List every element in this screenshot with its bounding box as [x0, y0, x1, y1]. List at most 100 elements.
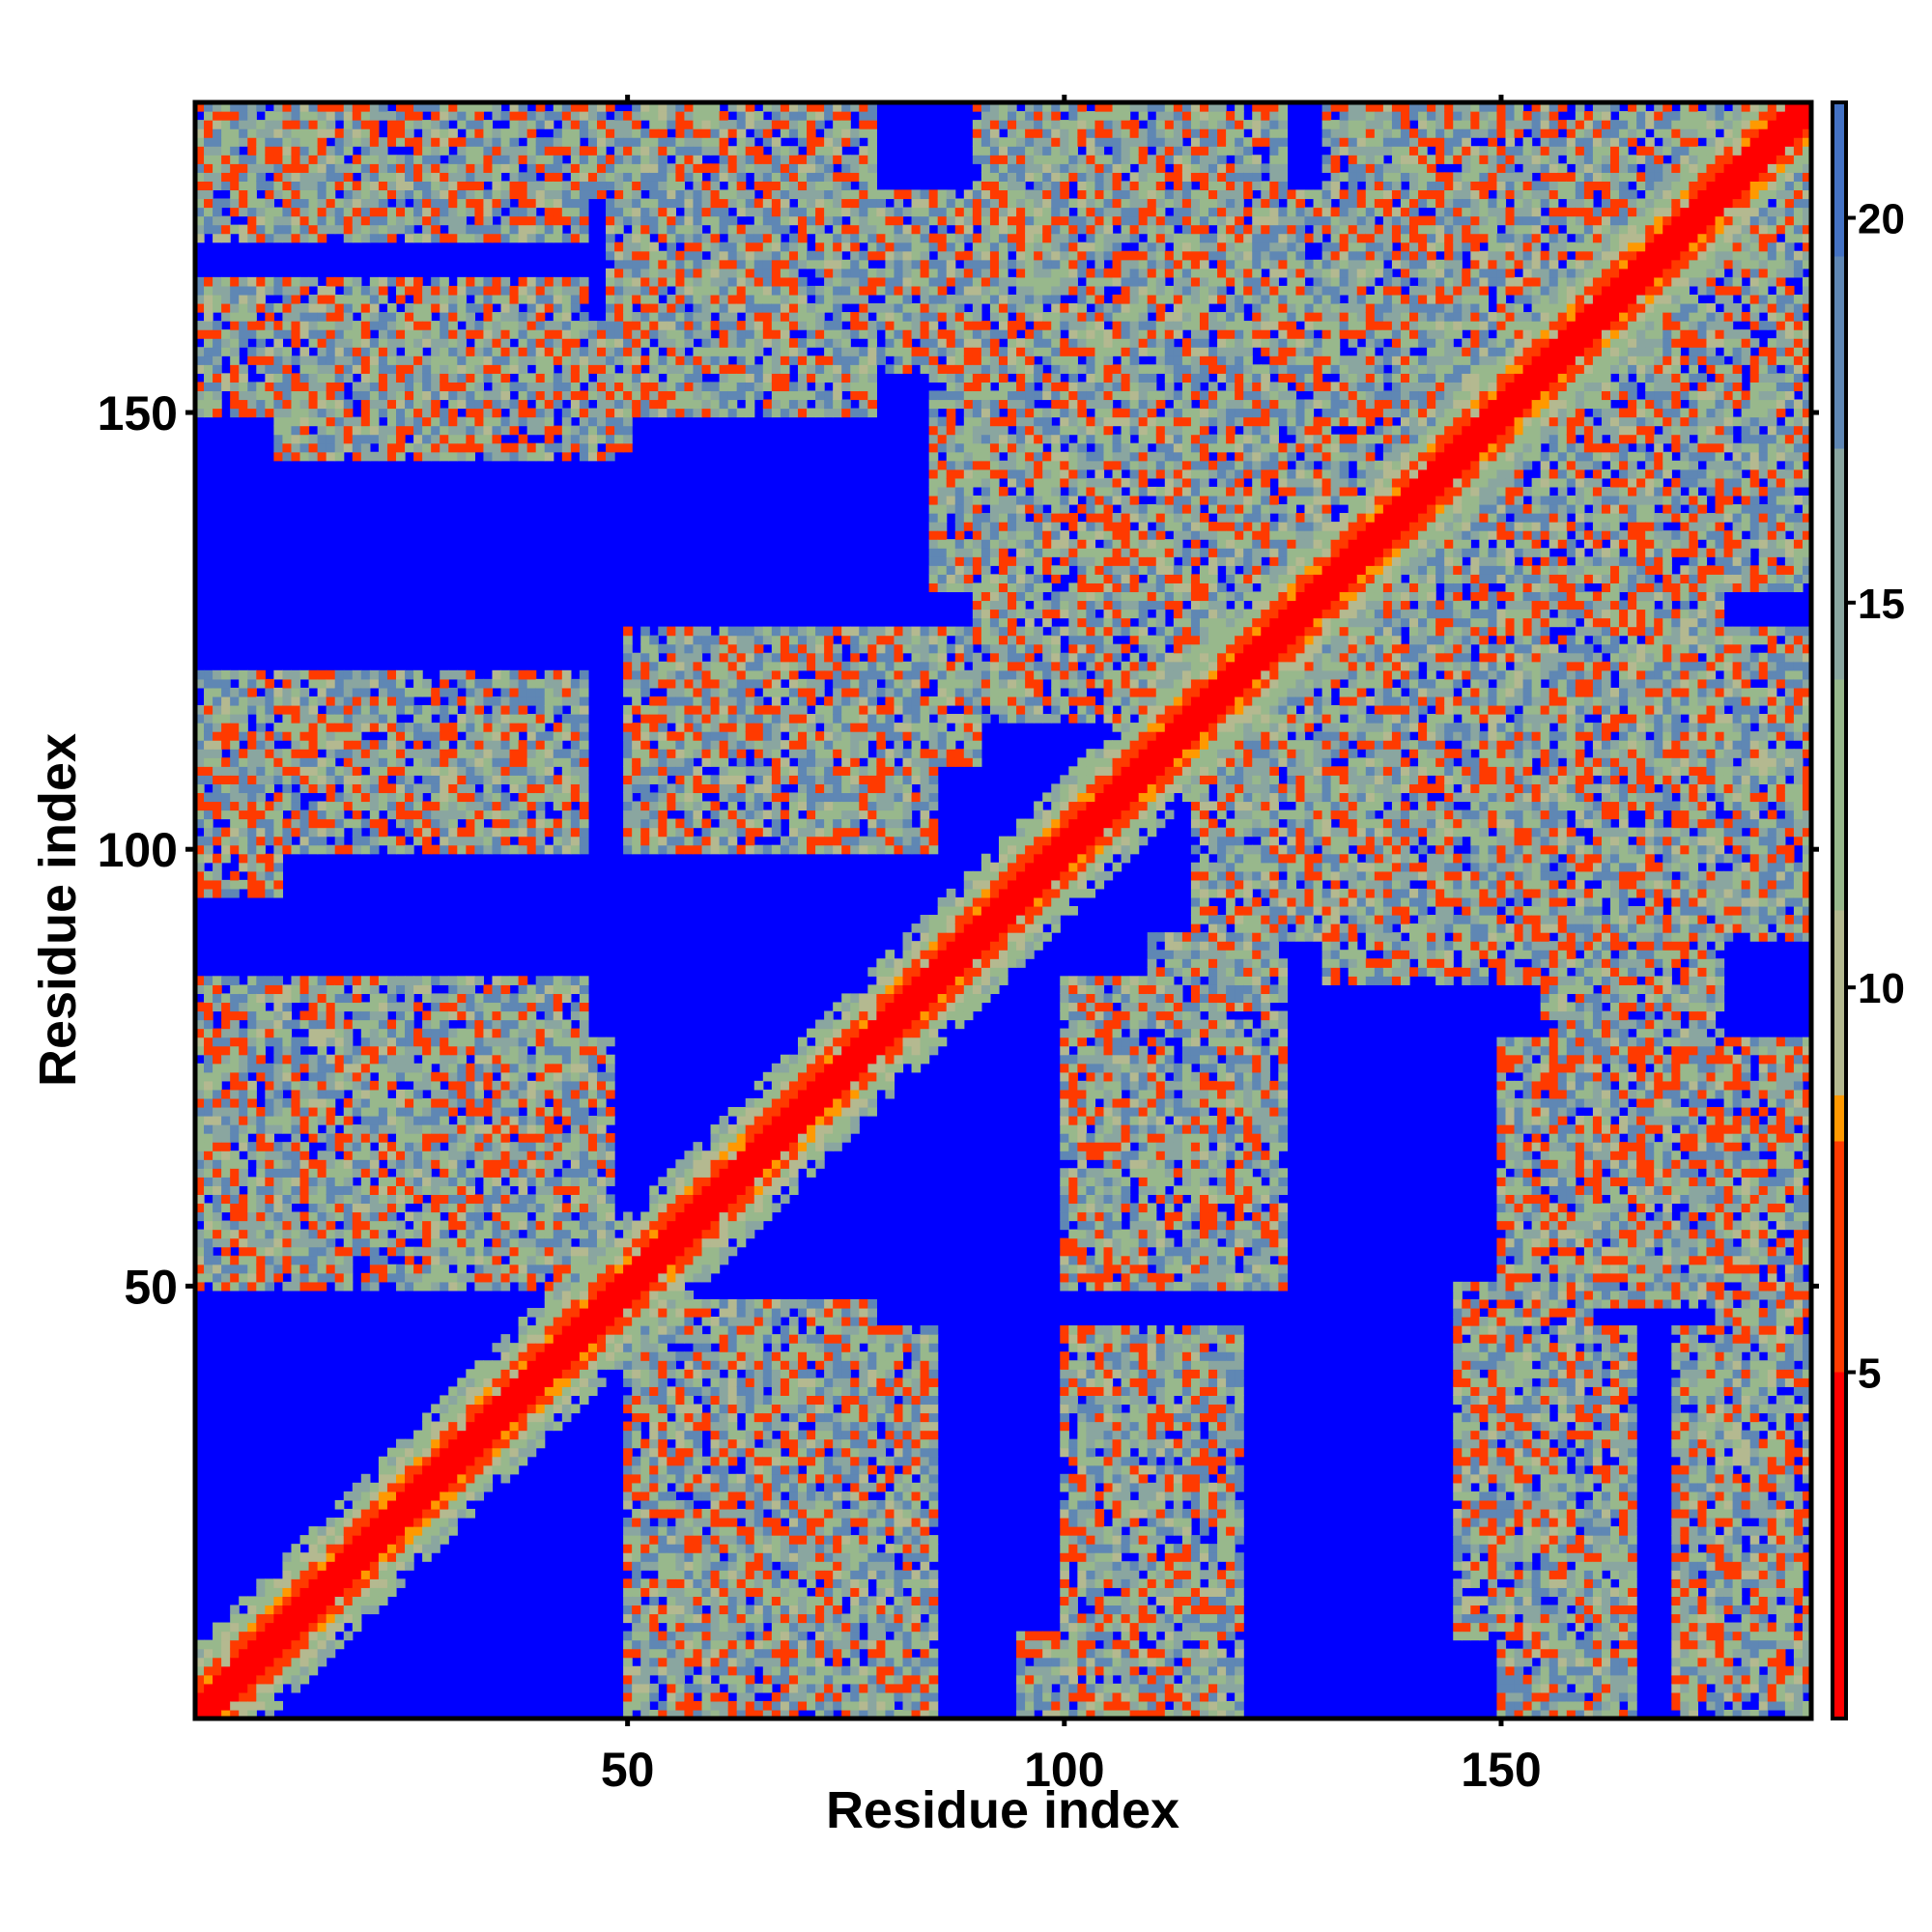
heatmap-cell [247, 276, 257, 287]
heatmap-cell [623, 146, 633, 156]
heatmap-cell [326, 1133, 336, 1143]
heatmap-cell [500, 792, 511, 803]
heatmap-cell [265, 836, 274, 846]
heatmap-cell [352, 1089, 362, 1099]
heatmap-cell [360, 111, 371, 121]
heatmap-cell [273, 1605, 284, 1615]
heatmap-cell [352, 714, 362, 724]
heatmap-cell [299, 1272, 310, 1283]
heatmap-cell [360, 1211, 371, 1222]
heatmap-cell [204, 321, 213, 330]
heatmap-cell [526, 189, 537, 200]
heatmap-cell [247, 1683, 257, 1693]
heatmap-cell [326, 1142, 336, 1151]
heatmap-cell [239, 1028, 248, 1038]
heatmap-cell [334, 714, 345, 724]
heatmap-cell [561, 1054, 572, 1065]
heatmap-cell [334, 1518, 345, 1527]
heatmap-cell [369, 1168, 380, 1178]
heatmap-cell [299, 181, 310, 191]
heatmap-cell [553, 976, 563, 985]
heatmap-cell [308, 1587, 319, 1597]
heatmap-cell [440, 1185, 449, 1195]
heatmap-cell [360, 1071, 371, 1082]
heatmap-cell [500, 1151, 511, 1160]
heatmap-cell [561, 434, 572, 444]
heatmap-cell [247, 181, 257, 191]
heatmap-cell [308, 215, 319, 226]
heatmap-cell [623, 1674, 633, 1685]
heatmap-cell [579, 1220, 589, 1231]
heatmap-cell [518, 312, 528, 322]
heatmap-cell [405, 276, 414, 287]
heatmap-cell [378, 1142, 388, 1151]
heatmap-cell [526, 714, 537, 724]
heatmap-cell [360, 1552, 371, 1562]
heatmap-cell [509, 1002, 520, 1012]
heatmap-cell [273, 844, 284, 855]
heatmap-cell [299, 1657, 310, 1667]
heatmap-cell [614, 1298, 624, 1309]
heatmap-cell [431, 976, 440, 985]
heatmap-cell [448, 399, 458, 410]
heatmap-cell [518, 1159, 528, 1169]
heatmap-cell [239, 844, 248, 855]
heatmap-cell [273, 390, 284, 401]
heatmap-cell [640, 1622, 650, 1633]
heatmap-cell [239, 1596, 248, 1606]
heatmap-cell [500, 740, 511, 750]
heatmap-cell [239, 783, 248, 794]
heatmap-cell [623, 1561, 633, 1571]
heatmap-cell [457, 1168, 467, 1178]
heatmap-cell [509, 1386, 520, 1396]
heatmap-cell [440, 1124, 449, 1134]
heatmap-cell [457, 416, 467, 427]
heatmap-cell [291, 1116, 301, 1125]
heatmap-cell [632, 827, 641, 838]
heatmap-cell [291, 355, 301, 365]
heatmap-cell [448, 1168, 458, 1178]
heatmap-cell [518, 1089, 528, 1099]
heatmap-cell [632, 128, 641, 138]
heatmap-cell [204, 1063, 213, 1073]
heatmap-cell [422, 215, 432, 226]
heatmap-cell [204, 329, 213, 339]
heatmap-cell [431, 740, 440, 750]
heatmap-cell [334, 993, 345, 1004]
heatmap-cell [474, 1080, 485, 1091]
heatmap-cell [282, 215, 293, 226]
heatmap-cell [535, 1255, 546, 1265]
heatmap-cell [291, 1281, 301, 1292]
heatmap-cell [457, 111, 467, 121]
heatmap-cell [448, 818, 458, 829]
heatmap-cell [614, 416, 624, 427]
heatmap-cell [457, 302, 467, 313]
heatmap-cell [378, 1185, 388, 1195]
heatmap-cell [457, 976, 467, 985]
heatmap-cell [273, 302, 284, 313]
heatmap-cell [326, 399, 336, 410]
heatmap-cell [405, 233, 414, 243]
heatmap-cell [230, 879, 240, 890]
heatmap-cell [308, 111, 319, 121]
heatmap-cell [213, 1264, 222, 1274]
heatmap-cell [369, 1089, 380, 1099]
heatmap-cell [457, 984, 467, 995]
heatmap-cell [343, 993, 354, 1004]
heatmap-cell [204, 294, 213, 304]
heatmap-cell [265, 1578, 274, 1588]
heatmap-cell [326, 1596, 336, 1606]
heatmap-cell [343, 818, 354, 829]
heatmap-cell [614, 128, 624, 138]
heatmap-cell [230, 1665, 240, 1676]
heatmap-cell [457, 1133, 467, 1143]
heatmap-cell [466, 1168, 475, 1178]
heatmap-cell [474, 1151, 485, 1160]
heatmap-cell [492, 451, 502, 462]
heatmap-cell [448, 373, 458, 383]
heatmap-cell [606, 268, 615, 278]
heatmap-cell [587, 1116, 598, 1125]
heatmap-cell [239, 687, 248, 697]
heatmap-cell [500, 801, 511, 811]
heatmap-cell [500, 416, 511, 427]
